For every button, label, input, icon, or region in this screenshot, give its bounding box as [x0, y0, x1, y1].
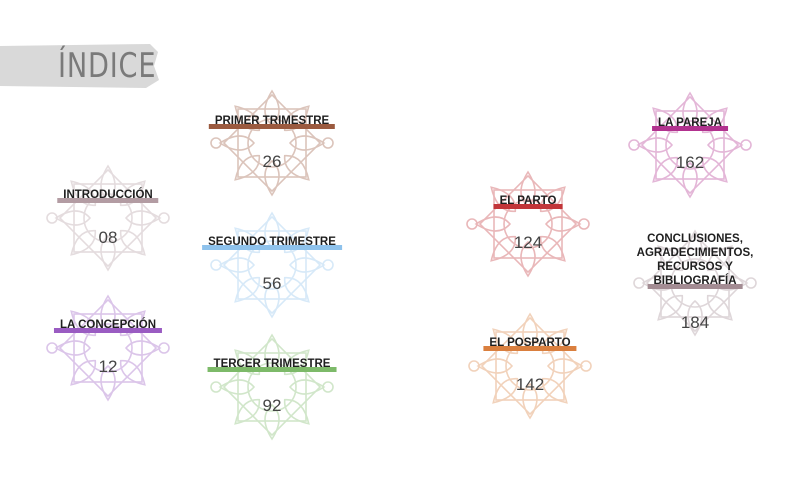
label-line: EL PARTO [493, 194, 563, 210]
label-text: TERCER TRIMESTRE [207, 357, 337, 373]
page-number: 162 [675, 153, 705, 172]
label-line: BIBLIOGRAFÍA [637, 274, 754, 290]
label-line: LA PAREJA [652, 116, 728, 132]
label-line: PRIMER TRIMESTRE [208, 114, 336, 130]
entry-label: EL PARTO [493, 194, 563, 210]
mandala [210, 89, 334, 197]
entry-label: TERCER TRIMESTRE [207, 357, 337, 373]
label-line: INTRODUCCIÓN [57, 188, 159, 204]
mandala [468, 312, 592, 419]
label-text: EL POSPARTO [483, 336, 577, 352]
page-number: 92 [262, 396, 282, 415]
label-line: TERCER TRIMESTRE [207, 357, 337, 373]
label-text: LA PAREJA [652, 116, 728, 132]
entry-label: LA PAREJA [652, 116, 728, 132]
label-text: EL PARTO [493, 194, 563, 210]
entry-label: LA CONCEPCIÓN [53, 318, 163, 334]
label-text: PRIMER TRIMESTRE [208, 114, 336, 130]
page-number: 56 [262, 274, 282, 293]
label-line: LA CONCEPCIÓN [53, 318, 163, 334]
page-number: 184 [680, 313, 710, 332]
entry-label: PRIMER TRIMESTRE [208, 114, 336, 130]
page-number: 08 [98, 228, 118, 247]
label-text: AGRADECIMIENTOS, [636, 247, 754, 259]
page-number: 26 [262, 152, 282, 171]
label-text: RECURSOS Y [657, 261, 733, 273]
label-line: CONCLUSIONES, [637, 232, 754, 246]
label-text: INTRODUCCIÓN [57, 188, 159, 204]
label-text: CONCLUSIONES, [647, 233, 743, 245]
label-text: LA CONCEPCIÓN [53, 318, 163, 334]
mandala [210, 333, 334, 440]
entry-label: INTRODUCCIÓN [57, 188, 159, 204]
mandala [46, 294, 170, 401]
label-text: SEGUNDO TRIMESTRE [202, 235, 342, 251]
title-brush [0, 44, 159, 88]
title: ÍNDICE [58, 46, 157, 86]
mandala [46, 164, 170, 272]
page-number: 124 [513, 233, 543, 252]
mandala [466, 170, 590, 277]
mandala [210, 211, 334, 318]
entry-label: EL POSPARTO [483, 336, 577, 352]
label-line: RECURSOS Y [637, 260, 754, 274]
mandala [628, 91, 752, 198]
label-line: SEGUNDO TRIMESTRE [202, 235, 342, 251]
label-line: EL POSPARTO [483, 336, 577, 352]
label-line: AGRADECIMIENTOS, [637, 246, 754, 260]
label-text: BIBLIOGRAFÍA [647, 274, 743, 290]
page-number: 12 [98, 357, 118, 376]
entry-label: SEGUNDO TRIMESTRE [202, 235, 342, 251]
page-number: 142 [515, 375, 545, 394]
